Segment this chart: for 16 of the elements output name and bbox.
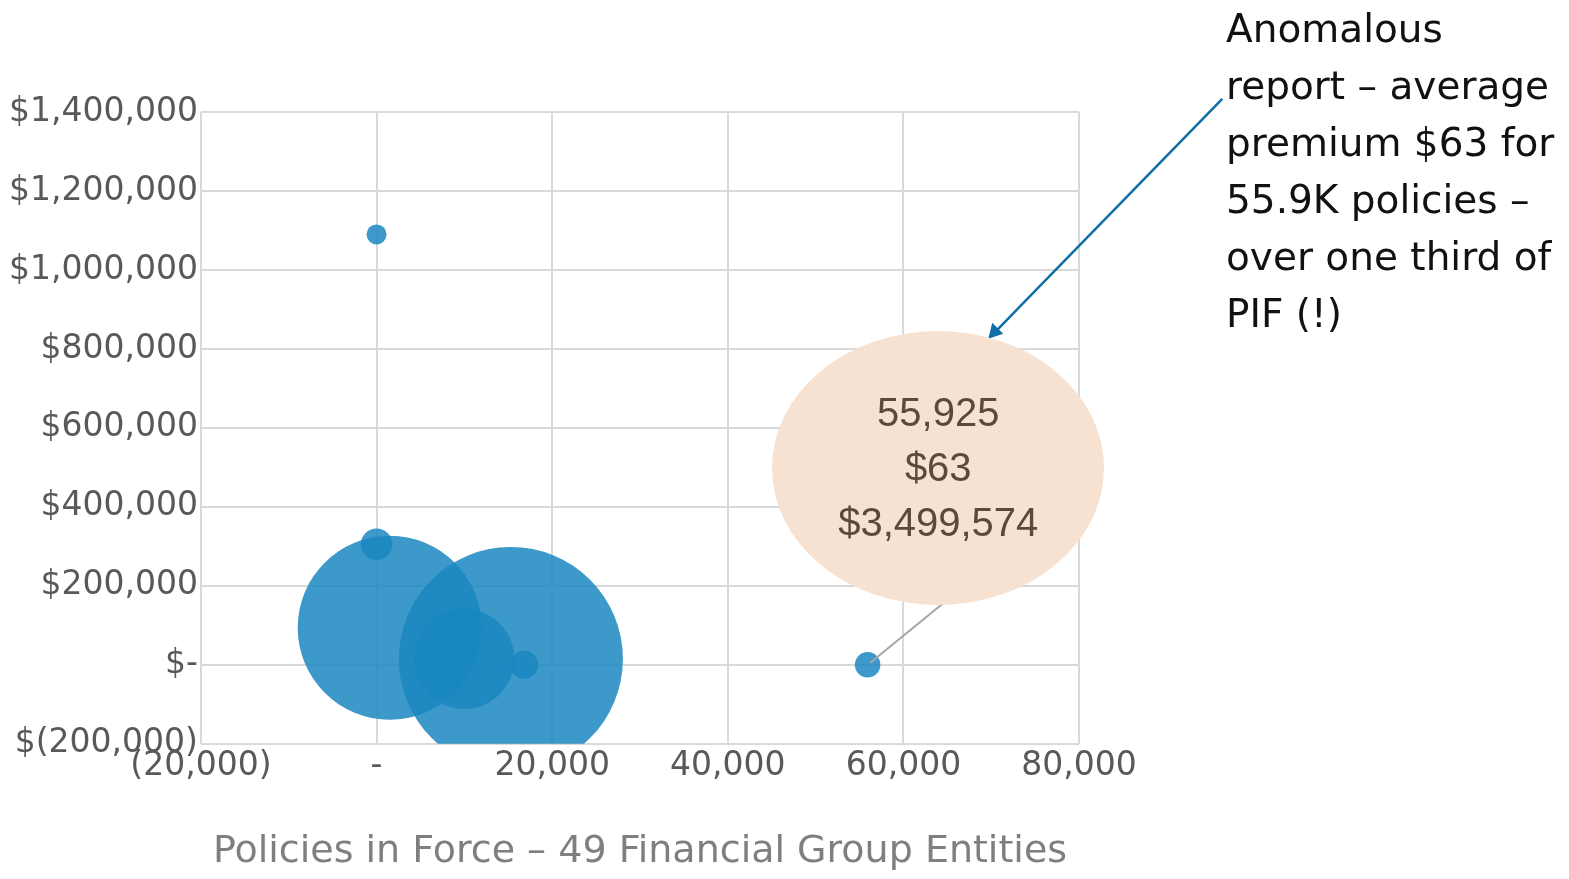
x-tick-label: 60,000 [845,744,962,784]
y-tick-label: $800,000 [40,326,198,366]
callout-ellipse: 55,925 $63 $3,499,574 [772,330,1105,605]
x-tick-label: - [370,744,383,784]
x-axis-title: Policies in Force – 49 Financial Group Entities [212,827,1068,872]
x-tick-label: 40,000 [670,744,786,784]
y-tick-label: $200,000 [40,563,198,603]
y-tick-label: $1,400,000 [8,89,198,129]
y-tick-label: $1,200,000 [8,168,198,208]
y-tick-label: $600,000 [40,405,198,445]
y-tick-label: $- [165,642,198,682]
x-tick-label: 80,000 [1021,744,1137,784]
y-tick-label: $1,000,000 [8,247,198,287]
text: Anomalous report – average premium $63 for 55.9K policies – over one third of PIF (!) [1226,5,1556,338]
y-tick-label: $400,000 [40,484,198,524]
x-tick-label: 20,000 [494,744,610,784]
